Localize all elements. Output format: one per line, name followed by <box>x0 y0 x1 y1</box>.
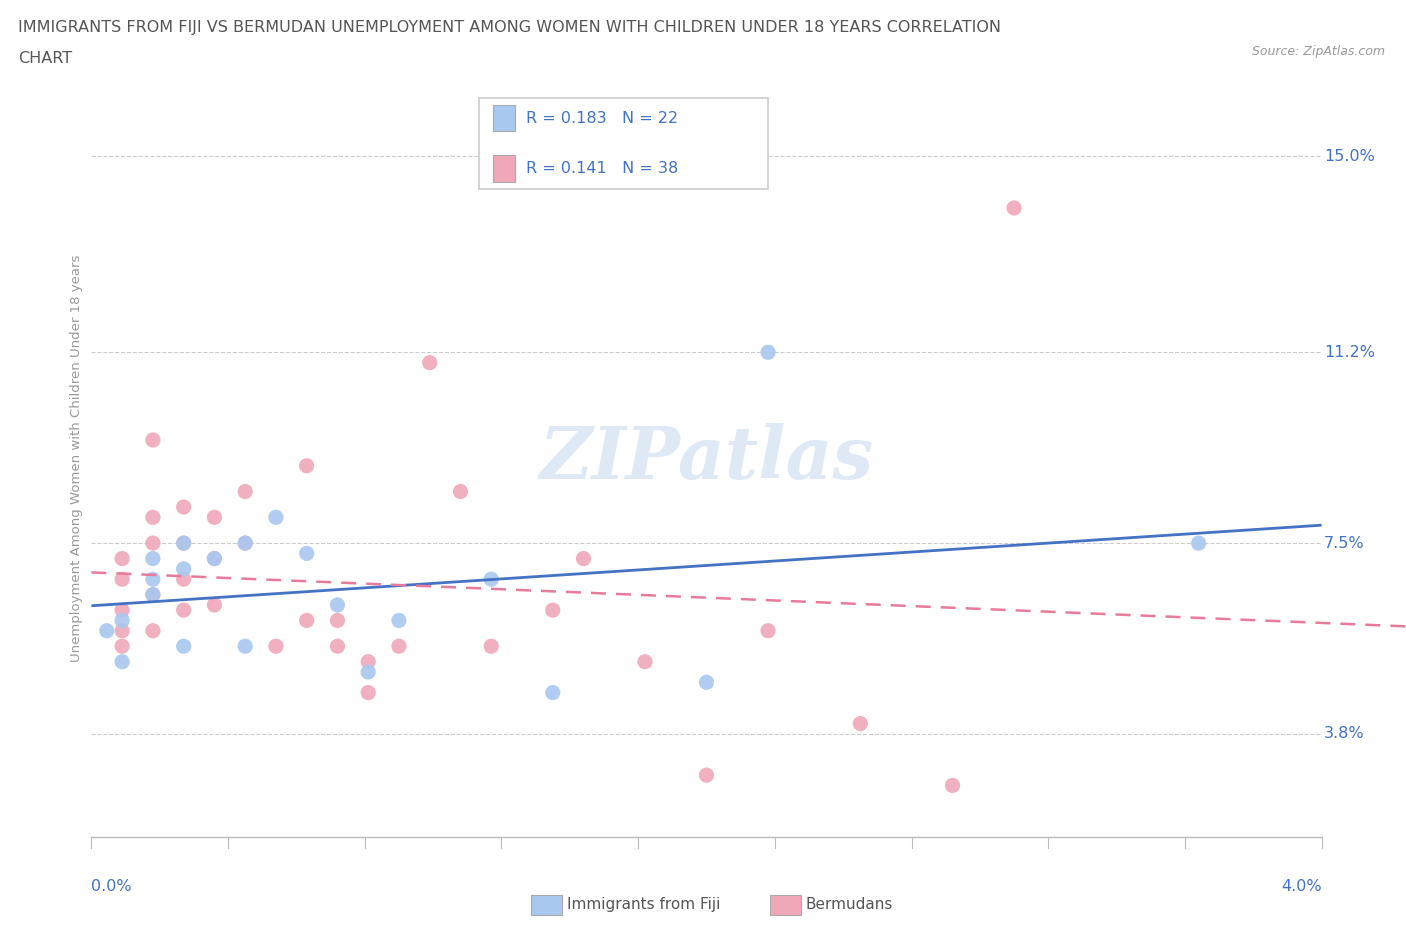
Point <box>541 685 564 700</box>
Point <box>634 654 657 669</box>
Point <box>173 536 195 551</box>
Point <box>572 551 595 566</box>
Point <box>326 598 349 613</box>
Text: 3.8%: 3.8% <box>1324 726 1365 741</box>
Point <box>357 685 380 700</box>
Point <box>1187 536 1209 551</box>
Point <box>111 639 134 654</box>
Text: 7.5%: 7.5% <box>1324 536 1365 551</box>
Text: Immigrants from Fiji: Immigrants from Fiji <box>567 897 720 912</box>
Point <box>142 510 165 525</box>
Text: R = 0.183   N = 22: R = 0.183 N = 22 <box>526 111 678 126</box>
Point <box>111 623 134 638</box>
Text: Source: ZipAtlas.com: Source: ZipAtlas.com <box>1251 45 1385 58</box>
Point <box>173 572 195 587</box>
Point <box>388 639 411 654</box>
Point <box>142 587 165 602</box>
Point <box>111 572 134 587</box>
Point <box>202 510 225 525</box>
Point <box>941 778 963 793</box>
Point <box>479 639 502 654</box>
Point <box>756 345 779 360</box>
Point <box>173 536 195 551</box>
Point <box>142 572 165 587</box>
Point <box>357 654 380 669</box>
Point <box>295 546 318 561</box>
Point <box>295 613 318 628</box>
Text: ZIPatlas: ZIPatlas <box>540 422 873 494</box>
Point <box>202 551 225 566</box>
Text: 4.0%: 4.0% <box>1281 879 1322 894</box>
Point <box>142 536 165 551</box>
Point <box>202 598 225 613</box>
Text: CHART: CHART <box>18 51 72 66</box>
Text: IMMIGRANTS FROM FIJI VS BERMUDAN UNEMPLOYMENT AMONG WOMEN WITH CHILDREN UNDER 18: IMMIGRANTS FROM FIJI VS BERMUDAN UNEMPLO… <box>18 20 1001 35</box>
Point <box>695 675 717 690</box>
Point <box>142 432 165 447</box>
Point <box>142 587 165 602</box>
Point <box>695 767 717 782</box>
Point <box>233 485 256 499</box>
Point <box>264 510 287 525</box>
Point <box>388 613 411 628</box>
Point <box>173 562 195 577</box>
Text: Bermudans: Bermudans <box>806 897 893 912</box>
Point <box>264 639 287 654</box>
Point <box>479 572 502 587</box>
Text: 11.2%: 11.2% <box>1324 345 1375 360</box>
Point <box>756 623 779 638</box>
Text: 15.0%: 15.0% <box>1324 149 1375 164</box>
Y-axis label: Unemployment Among Women with Children Under 18 years: Unemployment Among Women with Children U… <box>70 254 83 662</box>
Point <box>449 485 471 499</box>
Point <box>111 603 134 618</box>
Point <box>111 613 134 628</box>
Point <box>142 551 165 566</box>
Text: 0.0%: 0.0% <box>91 879 132 894</box>
Point <box>173 639 195 654</box>
Point <box>295 458 318 473</box>
Point <box>541 603 564 618</box>
Point <box>111 551 134 566</box>
Point <box>96 623 118 638</box>
Point <box>233 536 256 551</box>
Point <box>419 355 441 370</box>
Point <box>233 536 256 551</box>
Point <box>173 603 195 618</box>
Point <box>357 665 380 680</box>
Point <box>111 654 134 669</box>
Point <box>142 623 165 638</box>
Point <box>202 551 225 566</box>
Point <box>173 499 195 514</box>
Point <box>326 639 349 654</box>
Point <box>849 716 872 731</box>
Point <box>1002 201 1025 216</box>
Point <box>326 613 349 628</box>
Text: R = 0.141   N = 38: R = 0.141 N = 38 <box>526 161 678 176</box>
Point <box>233 639 256 654</box>
